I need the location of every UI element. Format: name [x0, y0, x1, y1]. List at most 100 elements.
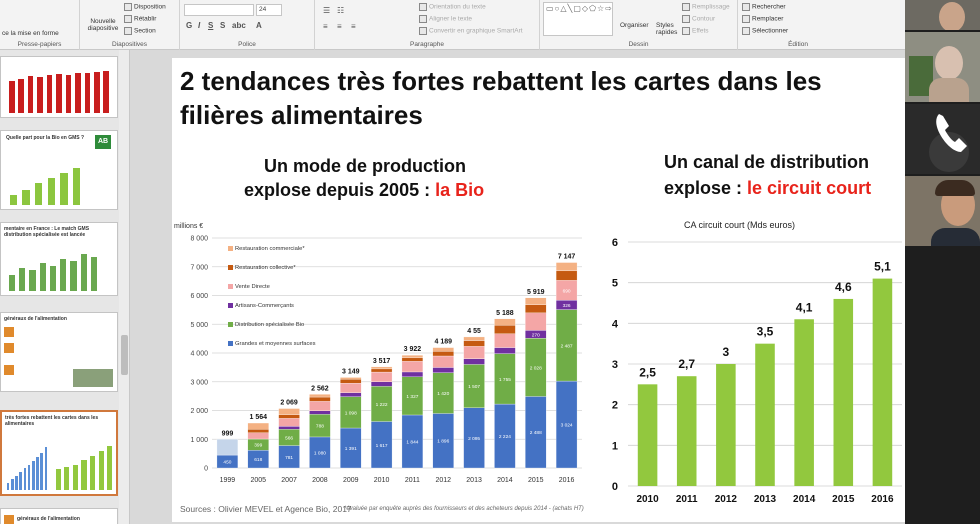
arrange-button[interactable]: Organiser — [620, 22, 649, 29]
bullets-button[interactable]: ☰ — [323, 6, 331, 15]
scrollbar-thumb[interactable] — [121, 335, 128, 375]
font-group-label: Police — [238, 41, 256, 48]
participant-tile-3-audio[interactable] — [905, 104, 980, 174]
section-label: Section — [134, 27, 156, 35]
convert-smartart-button[interactable]: Convertir en graphique SmartArt — [419, 27, 523, 35]
segment-label: 1 507 — [468, 384, 480, 390]
bold-button[interactable]: G — [186, 21, 193, 30]
text-direction-button[interactable]: Orientation du texte — [419, 3, 486, 11]
y-tick-label: 4 — [612, 318, 619, 330]
thumbnail-title: généraux de l'alimentation — [17, 516, 80, 522]
y-tick-label: 2 000 — [190, 408, 208, 415]
align-left-button[interactable]: ≡ — [323, 22, 328, 31]
segment-label: 781 — [285, 455, 293, 461]
x-tick-label: 2010 — [636, 494, 659, 505]
x-tick-label: 2015 — [832, 494, 855, 505]
thumbnail-bar — [9, 195, 18, 205]
format-painter-label[interactable]: ce la mise en forme — [2, 30, 59, 37]
reset-button[interactable]: Rétablir — [124, 15, 156, 23]
bar-segment — [401, 357, 424, 362]
slide-thumbnails-pane[interactable]: Quelle part pour la Bio en GMS ? AB ment… — [0, 50, 130, 524]
bar-segment — [463, 346, 485, 359]
bar-segment — [432, 367, 454, 373]
x-tick-label: 2012 — [435, 477, 451, 484]
italic-button[interactable]: I — [198, 21, 201, 30]
thumbnail-title: très fortes rebattent les cartes dans le… — [5, 415, 99, 427]
thumbnail-slide-1[interactable] — [0, 56, 118, 118]
numbering-button[interactable]: ☷ — [337, 6, 345, 15]
sources-note: Sources : Olivier MEVEL et Agence Bio, 2… — [180, 504, 352, 514]
y-tick-label: 6 000 — [190, 293, 208, 300]
shapes-gallery[interactable]: ▭○△╲▢◇⬠☆⇨⇦{} — [543, 2, 613, 36]
segment-label: 3 024 — [561, 423, 573, 429]
participant-face — [935, 46, 963, 80]
bar — [794, 319, 814, 486]
data-label: 4,6 — [835, 280, 852, 294]
participant-tile-1[interactable] — [905, 0, 980, 30]
thumbnail-chart-stacked — [6, 442, 48, 490]
section-button[interactable]: Section — [124, 27, 156, 35]
effects-button[interactable]: Effets — [682, 27, 709, 35]
underline-button[interactable]: S — [208, 21, 214, 30]
segment-label: 1 617 — [376, 443, 388, 449]
layout-button[interactable]: Disposition — [124, 3, 166, 11]
bar-segment — [370, 371, 393, 382]
thumbnail-title: Quelle part pour la Bio en GMS ? — [6, 135, 85, 141]
y-tick-label: 0 — [204, 466, 208, 473]
total-label: 5 919 — [527, 289, 545, 296]
segment-label: 1 327 — [406, 394, 418, 400]
strikethrough-button[interactable]: abc — [232, 21, 246, 30]
thumbnail-slide-3[interactable]: mentaire en France : Le match GMS distri… — [0, 222, 118, 296]
segment-label: 1 420 — [437, 391, 449, 397]
thumbnail-slide-4[interactable]: généraux de l'alimentation — [0, 312, 118, 392]
x-tick-label: 1999 — [220, 477, 236, 484]
total-label: 3 922 — [404, 346, 422, 353]
slide-canvas[interactable]: 2 tendances très fortes rebattent les ca… — [172, 58, 905, 522]
thumbnail-bar — [93, 71, 100, 113]
new-slide-button[interactable]: Nouvelle diapositive — [87, 18, 119, 32]
segment-label: 1 755 — [499, 377, 511, 383]
participant-tile-4[interactable] — [905, 176, 980, 246]
thumbnail-bar — [56, 73, 62, 113]
thumbnail-bar — [44, 446, 48, 490]
fill-button[interactable]: Remplissage — [682, 3, 730, 11]
bar-segment — [494, 347, 516, 354]
thumbnail-bar — [49, 265, 57, 291]
section-icon — [124, 27, 132, 35]
participant-tile-2[interactable] — [905, 32, 980, 102]
replace-button[interactable]: Remplacer — [742, 15, 783, 23]
shadow-button[interactable]: S — [220, 21, 226, 30]
total-label: 2 562 — [311, 385, 329, 392]
align-center-button[interactable]: ≡ — [337, 22, 342, 31]
thumbnail-bar — [39, 263, 46, 291]
select-button[interactable]: Sélectionner — [742, 27, 788, 35]
replace-label: Remplacer — [752, 15, 784, 23]
thumbnail-slide-2[interactable]: Quelle part pour la Bio en GMS ? AB — [0, 130, 118, 210]
thumbnail-slide-5-selected[interactable]: très fortes rebattent les cartes dans le… — [0, 410, 118, 496]
editing-group-label: Édition — [788, 41, 808, 48]
thumbnail-bullet-icon — [4, 515, 14, 524]
thumbnail-bar — [65, 74, 72, 113]
slide-title-line1: 2 tendances très fortes rebattent les ca… — [180, 66, 822, 96]
x-tick-label: 2011 — [676, 494, 698, 505]
outline-button[interactable]: Contour — [682, 15, 715, 23]
legend-label: Restauration commerciale* — [235, 246, 305, 252]
font-size-box[interactable]: 24 — [256, 4, 282, 16]
thumbnail-bar — [29, 270, 36, 291]
font-color-button[interactable]: A — [256, 21, 262, 30]
find-button[interactable]: Rechercher — [742, 3, 786, 11]
thumbnail-photo — [73, 369, 113, 387]
align-right-button[interactable]: ≡ — [351, 22, 356, 31]
thumbnail-scrollbar[interactable] — [119, 50, 129, 524]
segment-label: 1 222 — [376, 402, 388, 408]
quick-styles-button[interactable]: Styles rapides — [656, 22, 678, 36]
x-tick-label: 2015 — [528, 477, 544, 484]
align-text-button[interactable]: Aligner le texte — [419, 15, 472, 23]
font-name-box[interactable] — [184, 4, 254, 16]
select-label: Sélectionner — [752, 27, 789, 35]
thumbnail-slide-6[interactable]: généraux de l'alimentation — [0, 508, 118, 524]
left-subtitle-line1: Un mode de production — [264, 156, 466, 176]
legend-label: Vente Directe — [235, 284, 270, 290]
x-tick-label: 2016 — [559, 477, 575, 484]
select-icon — [742, 27, 750, 35]
